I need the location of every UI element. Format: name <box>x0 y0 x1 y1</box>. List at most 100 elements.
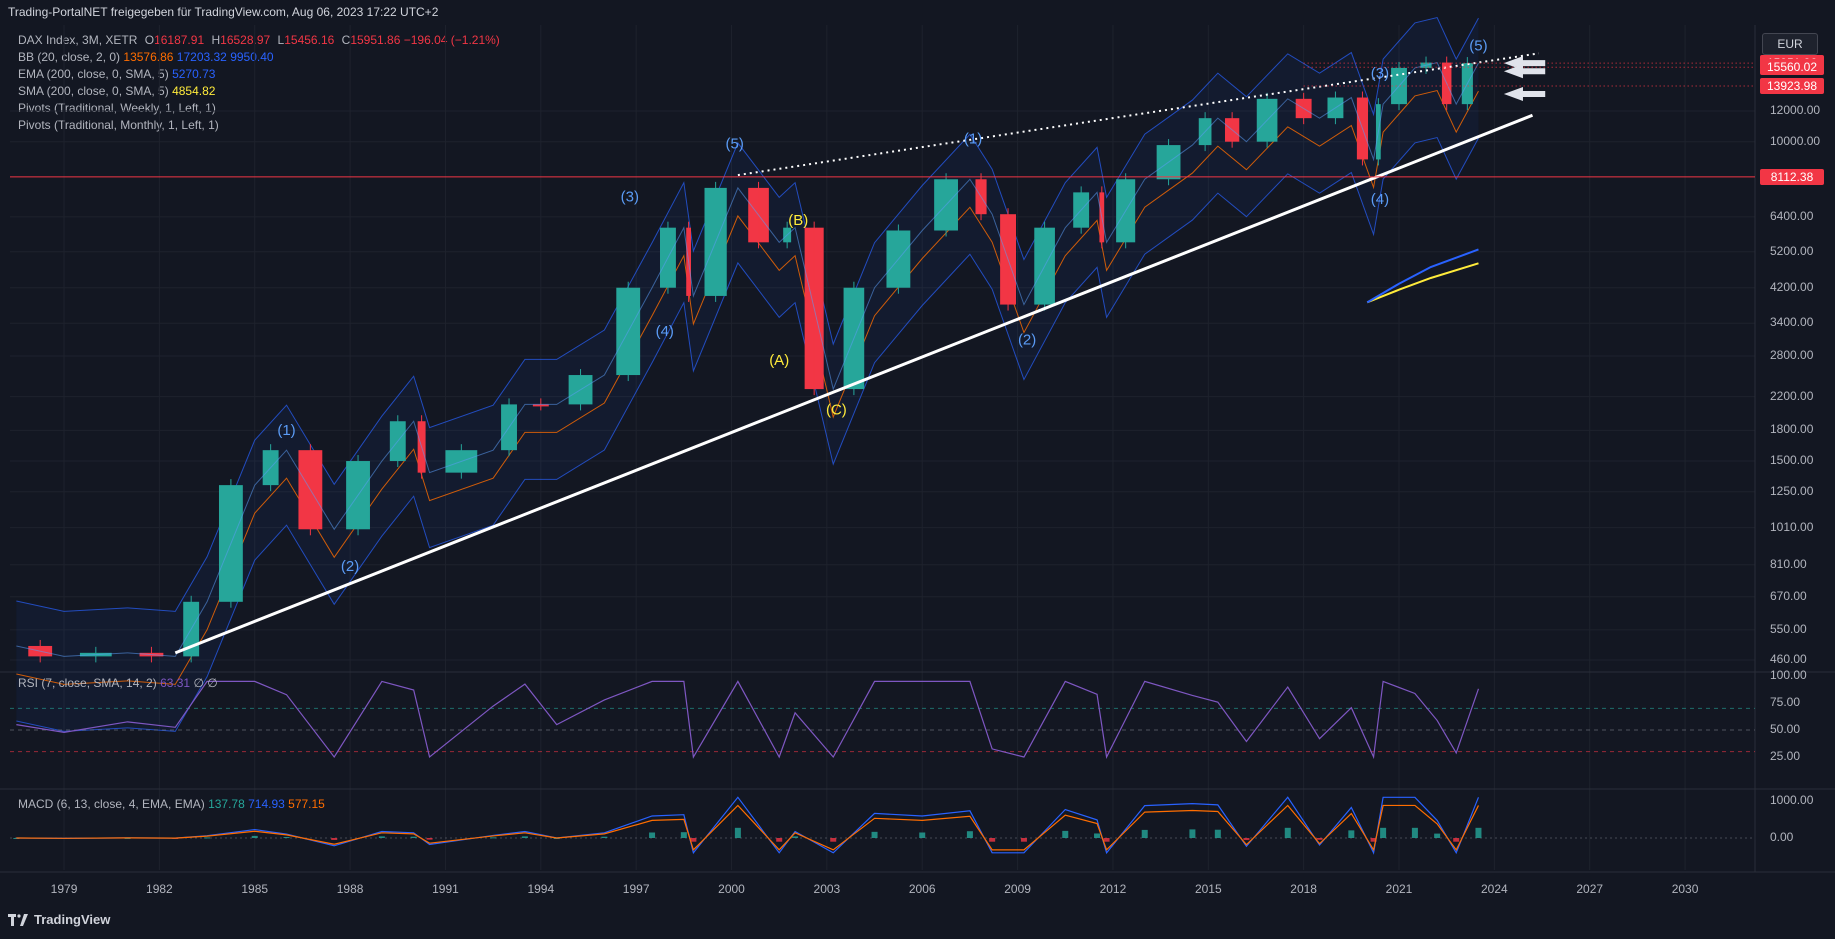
ohlc-low: 15456.16 <box>284 33 335 47</box>
pivot-arrow-icon <box>1503 56 1546 71</box>
bb-label: BB (20, close, 2, 0) <box>18 50 121 64</box>
x-tick-label: 2012 <box>1099 882 1127 896</box>
macd-hist-bar-27 <box>1062 830 1069 838</box>
macd-hist-bar-16 <box>680 832 687 838</box>
macd-hist-bar-21 <box>830 838 837 842</box>
macd-hist-bar-37 <box>1370 838 1377 842</box>
macd-hist-bar-38 <box>1380 827 1387 838</box>
wave-label-6: (B) <box>788 212 808 229</box>
ohlc-close-label: C <box>341 33 351 47</box>
footer-brand[interactable]: TradingView <box>8 912 110 927</box>
grid-lines <box>0 25 1835 873</box>
rsi-extra: ∅ ∅ <box>193 676 218 690</box>
bb-basis: 13576.86 <box>123 50 174 64</box>
sma-line <box>1366 262 1479 304</box>
wave-label-10: (3) <box>1371 65 1389 82</box>
tradingview-logo-icon <box>8 913 28 926</box>
macd-legend[interactable]: MACD (6, 13, close, 4, EMA, EMA) 137.78 … <box>18 797 325 811</box>
macd-hist-bar-24 <box>966 831 973 838</box>
x-tick-label: 2030 <box>1671 882 1699 896</box>
rsi-tick-label: 100.00 <box>1770 668 1807 682</box>
bb-upper-line <box>16 16 1479 612</box>
wave-labels: (1) (2) (3) (4) (5) (A) (B) (C) (1) (2) (3) (4) (5) <box>277 37 1487 575</box>
macd-hist-bar-20 <box>792 836 799 838</box>
macd-hist-bar-36 <box>1348 830 1355 838</box>
x-tick-label: 2009 <box>1004 882 1031 896</box>
ema-line <box>1366 248 1479 304</box>
x-tick-label: 1994 <box>527 882 555 896</box>
currency-button[interactable]: EUR <box>1762 33 1818 55</box>
pivot-arrow-icon <box>1503 64 1546 79</box>
macd-hist-bar-32 <box>1214 829 1221 838</box>
x-tick-label: 2021 <box>1385 882 1413 896</box>
y-tick-label: 3400.00 <box>1770 315 1814 330</box>
trend-lines <box>10 52 1755 655</box>
price-line <box>16 56 1479 663</box>
macd-hist-bar-18 <box>734 827 741 838</box>
macd-hist-bar-29 <box>1103 838 1110 842</box>
x-tick-label: 1982 <box>146 882 173 896</box>
legend-symbol-row[interactable]: DAX Index, 3M, XETR O16187.91 H16528.97 … <box>18 32 500 49</box>
rsi-pane <box>10 680 1755 760</box>
wave-label-12: (5) <box>1469 37 1487 54</box>
macd-hist-bar-14 <box>601 836 608 838</box>
macd-pane <box>10 796 1755 855</box>
x-tick-label: 2006 <box>908 882 936 896</box>
pivot-arrow-icon <box>1503 86 1546 101</box>
wave-label-4: (5) <box>726 136 744 153</box>
footer-brand-text: TradingView <box>34 912 111 927</box>
macd-hist-bar-11 <box>490 837 497 839</box>
y-tick-label: 670.00 <box>1770 588 1807 603</box>
macd-hist-bar-4 <box>204 837 211 839</box>
legend-sma-row[interactable]: SMA (200, close, 0, SMA, 5) 4854.82 <box>18 83 500 100</box>
y-tick-label: 1010.00 <box>1770 519 1814 534</box>
bb-lower: 9950.40 <box>230 50 274 64</box>
legend-bb-row[interactable]: BB (20, close, 2, 0) 13576.86 17203.32 9… <box>18 49 500 66</box>
ema-value: 5270.73 <box>172 67 216 81</box>
wave-label-5: (A) <box>769 352 789 369</box>
wave-label-0: (1) <box>277 422 295 439</box>
rsi-tick-label: 25.00 <box>1770 749 1801 763</box>
bb-fill <box>16 17 1479 732</box>
macd-hist-bar-26 <box>1020 838 1027 842</box>
macd-hist-bar-41 <box>1453 838 1460 842</box>
y-tick-label: 2800.00 <box>1770 347 1814 362</box>
wave-label-11: (4) <box>1371 191 1389 208</box>
y-tick-label: 5200.00 <box>1770 243 1814 258</box>
y-tick-label: 1500.00 <box>1770 453 1814 468</box>
x-tick-label: 1979 <box>50 882 78 896</box>
x-tick-label: 1997 <box>622 882 650 896</box>
ohlc-high-label: H <box>211 33 221 47</box>
moving-averages <box>1366 248 1479 304</box>
macd-tick-label: 0.00 <box>1770 830 1794 844</box>
macd-hist-bar-39 <box>1411 827 1418 838</box>
rsi-label: RSI (7, close, SMA, 14, 2) <box>18 676 157 690</box>
wave-label-3: (4) <box>656 323 674 340</box>
y-tick-label: 10000.00 <box>1770 133 1821 148</box>
macd-hist-bar-35 <box>1316 838 1323 840</box>
ema-label: EMA (200, close, 0, SMA, 5) <box>18 67 169 81</box>
rsi-line <box>16 680 1480 760</box>
rsi-tick-label: 50.00 <box>1770 722 1801 736</box>
macd-signal-line <box>16 804 1480 852</box>
macd-tick-label: 1000.00 <box>1770 793 1814 807</box>
support-trendline <box>174 113 1534 655</box>
macd-hist-bar-8 <box>378 836 385 838</box>
rsi-legend[interactable]: RSI (7, close, SMA, 14, 2) 63.31 ∅ ∅ <box>18 676 218 690</box>
y-tick-label: 1250.00 <box>1770 483 1814 498</box>
macd-hist-bar-15 <box>649 832 656 838</box>
x-tick-label: 2018 <box>1290 882 1317 896</box>
macd-hist-bar-9 <box>410 836 417 838</box>
macd-hist-bar-12 <box>521 836 528 838</box>
legend-ema-row[interactable]: EMA (200, close, 0, SMA, 5) 5270.73 <box>18 66 500 83</box>
macd-hist-value: 137.78 <box>208 797 245 811</box>
macd-line <box>16 796 1480 855</box>
macd-hist-bar-25 <box>989 838 996 842</box>
wave-label-9: (2) <box>1018 331 1036 348</box>
macd-hist-bar-40 <box>1434 833 1441 838</box>
macd-value: 714.93 <box>248 797 285 811</box>
legend-pivots-monthly[interactable]: Pivots (Traditional, Monthly, 1, Left, 1… <box>18 118 219 132</box>
price-badge: 15560.02 <box>1760 59 1824 76</box>
wave-label-7: (C) <box>826 401 847 418</box>
